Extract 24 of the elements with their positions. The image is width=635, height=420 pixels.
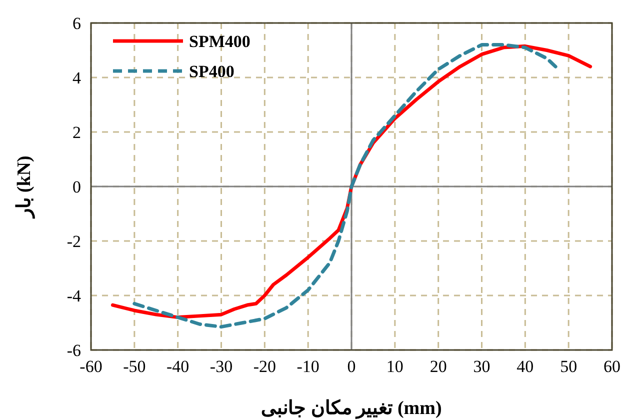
- y-tick-label: 4: [72, 68, 82, 88]
- y-axis-title: بار (kN): [14, 156, 35, 220]
- x-tick-label: 60: [604, 357, 620, 376]
- y-tick-label: 0: [72, 178, 81, 196]
- x-tick-label: 10: [386, 357, 404, 376]
- x-tick-label: -10: [296, 357, 320, 376]
- x-tick-label: -30: [210, 357, 233, 376]
- x-tick-label: 20: [430, 357, 447, 376]
- x-tick-label: 50: [560, 357, 578, 376]
- y-tick-label: -6: [66, 341, 81, 360]
- y-tick-label: -2: [66, 232, 81, 251]
- x-tick-label: 40: [516, 357, 534, 376]
- x-tick-label: 0: [347, 357, 356, 376]
- y-tick-label: 6: [72, 14, 81, 33]
- y-tick-label: -4: [66, 286, 82, 306]
- x-tick-label: -50: [123, 357, 146, 376]
- legend-label: SPM400: [189, 32, 250, 51]
- x-tick-label: -20: [253, 357, 276, 376]
- legend-label: SP400: [189, 62, 234, 81]
- x-axis-title: تغییر مکان جانبی (mm): [261, 398, 442, 419]
- x-tick-label: -40: [166, 357, 190, 376]
- x-tick-label: -60: [80, 357, 102, 376]
- x-tick-label: 30: [473, 357, 490, 376]
- y-tick-label: 2: [72, 123, 81, 142]
